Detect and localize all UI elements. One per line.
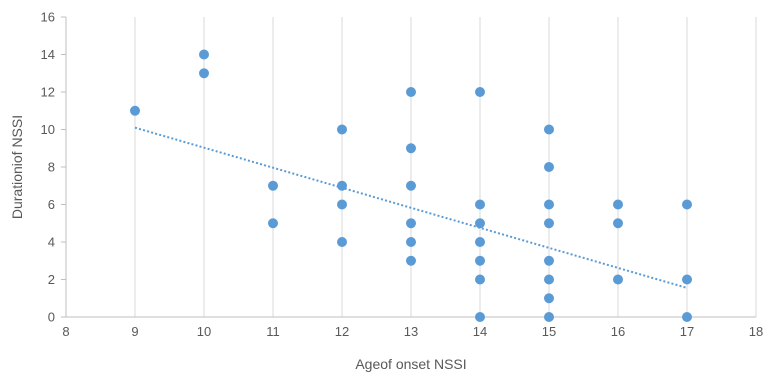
x-tick-label-18: 18 [749,324,763,339]
data-point-6 [337,180,347,191]
x-tick-label-14: 14 [473,324,487,339]
data-point-32 [613,274,623,285]
data-point-19 [475,255,485,266]
data-point-23 [544,162,554,172]
y-tick-label-2: 2 [48,272,55,287]
data-point-26 [544,255,554,266]
data-point-8 [337,237,347,247]
trendline-layer [134,126,688,289]
data-point-24 [544,199,554,210]
x-tick-label-13: 13 [404,324,418,339]
data-point-30 [613,199,623,210]
y-tick-label-14: 14 [41,47,55,62]
data-point-0 [130,105,140,116]
data-point-21 [475,312,485,322]
data-point-13 [406,237,416,247]
y-tick-label-12: 12 [41,85,55,100]
data-point-27 [544,274,554,285]
data-point-12 [406,218,416,229]
data-point-31 [613,218,623,229]
y-axis-title: Durationiof NSSI [9,115,25,219]
tick-labels: 8 9 10 11 12 13 14 15 16 17 18 0 2 4 6 8 10 12 14 16 [41,10,764,340]
data-point-5 [337,124,347,135]
data-point-2 [199,68,209,79]
x-tick-label-10: 10 [197,324,211,339]
data-points [130,49,692,322]
data-point-11 [406,180,416,191]
x-axis-title: Ageof onset NSSI [355,356,466,372]
y-tick-label-6: 6 [48,197,55,212]
data-point-9 [406,87,416,97]
data-point-4 [268,218,278,229]
x-tick-label-11: 11 [266,324,280,339]
data-point-7 [337,199,347,210]
data-point-18 [475,237,485,247]
data-point-10 [406,143,416,154]
data-point-3 [268,180,278,191]
data-point-1 [199,49,209,60]
y-tick-label-0: 0 [48,310,55,325]
data-point-34 [682,274,692,285]
data-point-17 [475,218,485,229]
x-tick-label-9: 9 [131,324,138,339]
data-point-16 [475,199,485,210]
y-tick-label-4: 4 [48,235,55,250]
data-point-35 [682,312,692,322]
gridlines [65,17,757,317]
data-point-15 [475,87,485,97]
x-tick-label-17: 17 [680,324,694,339]
data-point-28 [544,293,554,304]
x-tick-label-12: 12 [335,324,349,339]
data-point-29 [544,312,554,322]
trendline [134,126,688,289]
axes [61,16,756,318]
y-tick-label-10: 10 [41,122,55,137]
data-point-25 [544,218,554,229]
data-point-22 [544,124,554,135]
x-tick-label-15: 15 [542,324,556,339]
x-tick-label-16: 16 [611,324,625,339]
y-tick-label-16: 16 [41,10,55,25]
data-point-20 [475,274,485,285]
data-point-33 [682,199,692,210]
data-point-14 [406,255,416,266]
x-tick-label-8: 8 [62,324,69,339]
y-tick-label-8: 8 [48,160,55,175]
